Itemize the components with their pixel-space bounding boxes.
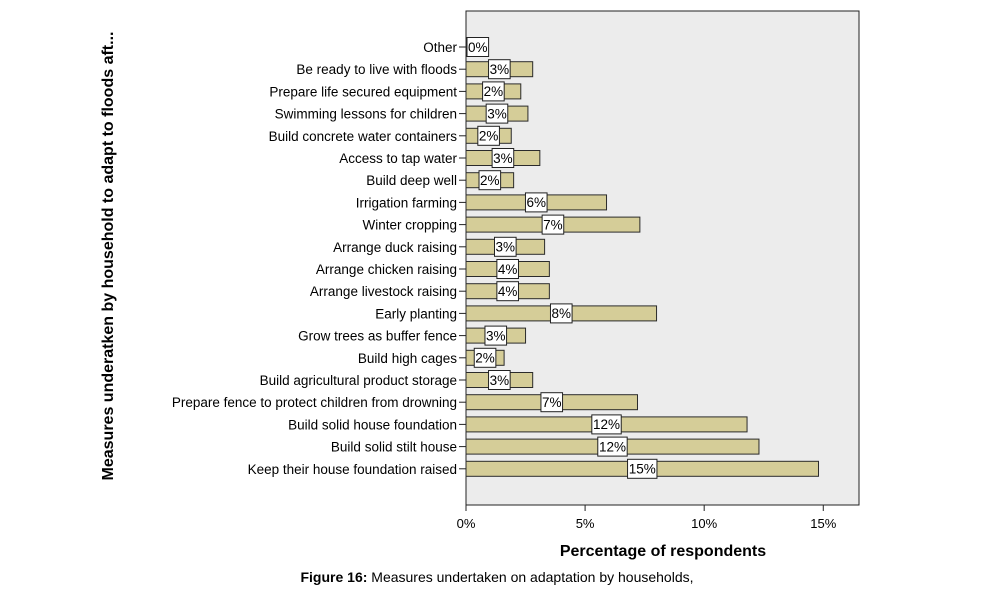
data-label: 2% xyxy=(480,173,500,188)
category-label: Swimming lessons for children xyxy=(275,107,457,122)
data-label: 12% xyxy=(593,417,620,432)
data-label-box xyxy=(488,59,511,80)
data-label-box xyxy=(473,347,497,368)
category-label: Prepare fence to protect children from d… xyxy=(172,395,457,410)
data-label: 2% xyxy=(479,129,499,144)
category-label: Build agricultural product storage xyxy=(260,373,457,388)
category-label: Build concrete water containers xyxy=(269,129,458,144)
category-label: Prepare life secured equipment xyxy=(269,84,457,99)
data-label: 6% xyxy=(527,195,547,210)
category-label: Grow trees as buffer fence xyxy=(298,329,457,344)
data-label: 3% xyxy=(486,328,506,343)
x-tick-label: 15% xyxy=(810,516,836,531)
category-label: Build high cages xyxy=(358,351,457,366)
y-axis-title: Measures underatken by household to adap… xyxy=(100,32,117,481)
category-label: Winter cropping xyxy=(362,218,457,233)
data-label-box xyxy=(477,125,500,146)
data-label: 3% xyxy=(490,373,510,388)
category-label: Build solid stilt house xyxy=(331,440,457,455)
caption-prefix: Figure 16: xyxy=(300,569,368,585)
data-label: 7% xyxy=(543,217,563,232)
data-label-box xyxy=(494,236,517,257)
data-label-box xyxy=(540,392,564,413)
figure-caption: Figure 16: Measures undertaken on adapta… xyxy=(0,569,994,585)
caption-text: Measures undertaken on adaptation by hou… xyxy=(367,569,694,585)
data-label-box xyxy=(491,148,515,168)
x-tick-label: 10% xyxy=(691,516,717,531)
data-label: 7% xyxy=(542,395,562,410)
data-label-box xyxy=(488,370,511,390)
data-label: 4% xyxy=(498,262,518,277)
data-label: 2% xyxy=(484,84,504,99)
category-label: Arrange chicken raising xyxy=(316,262,457,277)
category-label: Keep their house foundation raised xyxy=(248,462,457,477)
data-label: 8% xyxy=(552,306,572,321)
data-label-box xyxy=(597,436,628,457)
data-label-box xyxy=(591,414,622,435)
category-label: Arrange livestock raising xyxy=(310,284,457,299)
data-label-box xyxy=(484,325,508,346)
data-label-box xyxy=(485,103,509,124)
data-label: 3% xyxy=(493,151,513,166)
category-label: Be ready to live with floods xyxy=(296,62,457,77)
category-label: Other xyxy=(423,40,457,55)
data-label-box xyxy=(541,214,565,235)
x-axis-title: Percentage of respondents xyxy=(560,543,766,560)
category-label: Build solid house foundation xyxy=(288,417,457,432)
data-label: 12% xyxy=(599,439,626,454)
y-axis: Other Be ready to live with floods Prepare… xyxy=(172,40,466,477)
data-label: 2% xyxy=(475,351,495,366)
data-label-box xyxy=(478,170,502,191)
category-label: Irrigation farming xyxy=(356,195,457,210)
data-label: 0% xyxy=(468,40,488,55)
data-label-box xyxy=(627,458,658,479)
data-label: 3% xyxy=(496,240,516,255)
data-label-box xyxy=(549,303,573,324)
category-label: Arrange duck raising xyxy=(333,240,457,255)
data-label: 3% xyxy=(490,62,510,77)
data-label: 3% xyxy=(487,106,507,121)
x-axis: 0% 5% 10% 15% xyxy=(457,505,837,531)
data-label-box xyxy=(482,81,505,102)
data-label: 4% xyxy=(498,284,518,299)
data-label-box xyxy=(496,281,519,302)
category-label: Build deep well xyxy=(366,173,457,188)
x-tick-label: 0% xyxy=(457,516,476,531)
data-label-box xyxy=(524,192,548,213)
category-label: Early planting xyxy=(375,306,457,321)
category-label: Access to tap water xyxy=(339,151,457,166)
data-label-box xyxy=(496,259,519,279)
data-label-box xyxy=(466,37,490,57)
data-labels-layer: 0%3%2%3%2%3%2%6%7%3%4%4%8%3%2%3%7%12%12%… xyxy=(466,37,658,479)
data-label: 15% xyxy=(629,462,656,477)
x-tick-label: 5% xyxy=(576,516,595,531)
